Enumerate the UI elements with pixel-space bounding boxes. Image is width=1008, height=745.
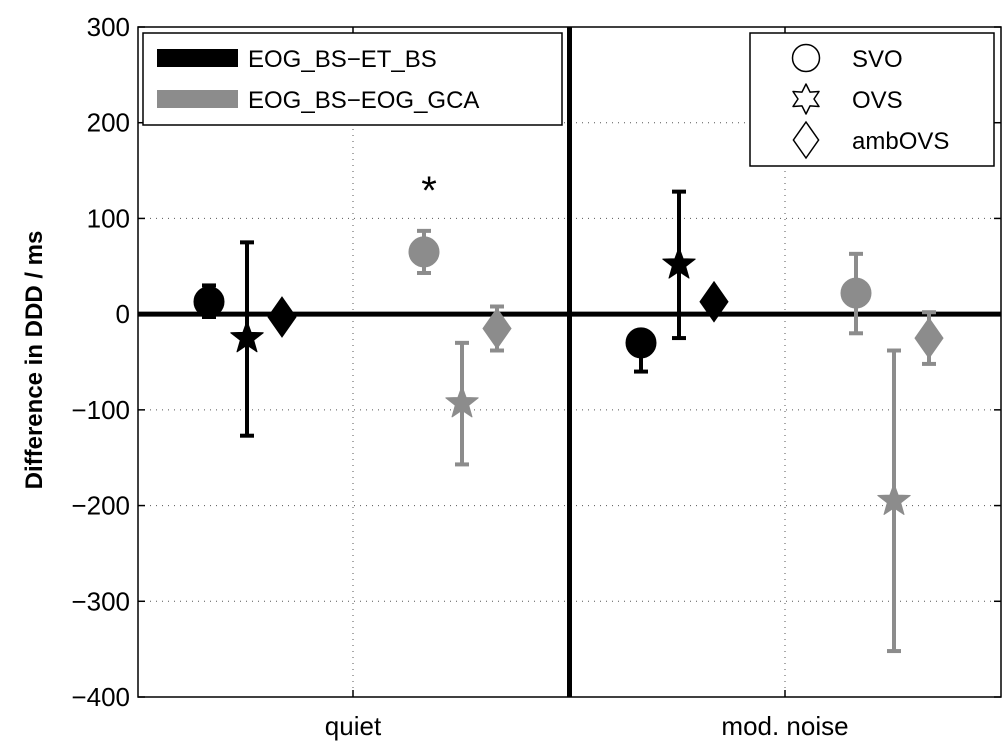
- legend-circle-icon: [791, 43, 821, 73]
- legend-swatch: [157, 49, 238, 67]
- series-legend-box: [142, 32, 563, 126]
- x-tick-label: quiet: [325, 711, 382, 741]
- axes: [137, 26, 1002, 698]
- legend-marker-label: SVO: [852, 46, 903, 73]
- data-point-svo: [840, 277, 872, 309]
- tick-labels: −400 −300 −200 −100 0 100 200 300 quiet mod. nois…: [71, 12, 848, 741]
- data-point-ambovs: [482, 307, 512, 350]
- legend-label: EOG_BS−ET_BS: [248, 46, 437, 73]
- y-tick-label: −300: [71, 586, 130, 616]
- data-point-svo: [408, 236, 440, 268]
- y-tick-label: 100: [87, 203, 130, 233]
- data-point-ambovs: [267, 296, 297, 338]
- data-point-ovs: [445, 385, 479, 418]
- data-point-ambovs: [914, 317, 944, 359]
- y-tick-label: 300: [87, 12, 130, 42]
- data-point-ovs: [662, 246, 696, 279]
- legend-label: EOG_BS−EOG_GCA: [248, 87, 479, 114]
- y-tick-label: 200: [87, 108, 130, 138]
- marker-legend-box: [749, 32, 995, 167]
- y-axis-label: Difference in DDD / ms: [21, 231, 48, 490]
- plot-frame: [137, 26, 1002, 698]
- legend-swatch: [157, 90, 238, 108]
- annotations: *: [421, 169, 437, 213]
- data-markers: [193, 236, 944, 515]
- marker-legend: SVO OVS ambOVS: [749, 32, 995, 167]
- y-tick-label: −200: [71, 491, 130, 521]
- legend-marker-label: ambOVS: [852, 128, 949, 155]
- series-legend: EOG_BS−ET_BS EOG_BS−EOG_GCA: [142, 32, 563, 126]
- grid-lines: [138, 27, 1001, 697]
- legend-marker-label: OVS: [852, 87, 903, 114]
- x-tick-label: mod. noise: [721, 711, 848, 741]
- data-point-ovs: [877, 483, 911, 515]
- data-point-svo: [625, 327, 657, 359]
- legend-star-icon: [792, 83, 820, 115]
- y-tick-label: −100: [71, 395, 130, 425]
- data-point-svo: [193, 286, 225, 318]
- y-tick-label: −400: [71, 682, 130, 712]
- legend-diamond-icon: [792, 120, 820, 160]
- data-point-ovs: [230, 320, 264, 353]
- significance-annotation: *: [421, 169, 437, 213]
- y-tick-label: 0: [116, 299, 130, 329]
- data-point-ambovs: [699, 280, 729, 323]
